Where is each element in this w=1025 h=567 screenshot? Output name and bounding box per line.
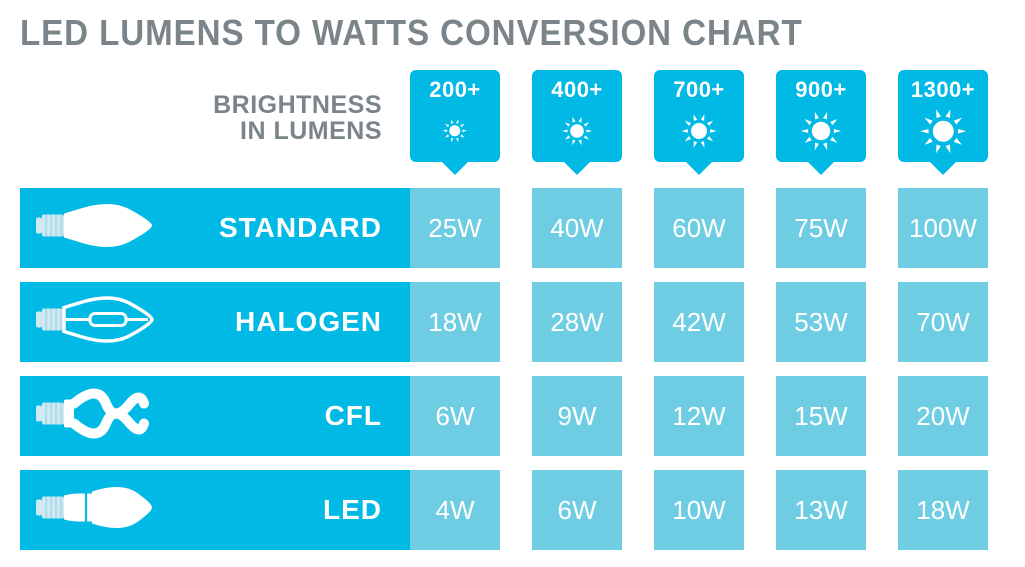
conversion-chart: BRIGHTNESS IN LUMENS 200+ 400+ 700+ 900+ bbox=[20, 70, 1005, 550]
table-row: HALOGEN 18W 28W 42W 53W 70W bbox=[20, 282, 1005, 362]
value-cell: 60W bbox=[654, 188, 744, 268]
table-row: CFL 6W 9W 12W 15W 20W bbox=[20, 376, 1005, 456]
cfl-bulb-icon bbox=[34, 380, 162, 453]
header-row: BRIGHTNESS IN LUMENS 200+ 400+ 700+ 900+ bbox=[20, 70, 1005, 162]
row-label-text: HALOGEN bbox=[235, 306, 382, 338]
value-cell: 13W bbox=[776, 470, 866, 550]
brightness-label: BRIGHTNESS IN LUMENS bbox=[20, 70, 410, 145]
lumen-pointer bbox=[685, 161, 713, 175]
value-cell: 6W bbox=[532, 470, 622, 550]
value-cells: 18W 28W 42W 53W 70W bbox=[410, 282, 988, 362]
lumen-value: 1300+ bbox=[911, 77, 975, 103]
value-cell: 100W bbox=[898, 188, 988, 268]
value-cell: 28W bbox=[532, 282, 622, 362]
lumen-header: 200+ bbox=[410, 70, 500, 162]
lumen-header-box: 700+ bbox=[654, 70, 744, 162]
value-cell: 9W bbox=[532, 376, 622, 456]
row-label-text: CFL bbox=[325, 400, 382, 432]
value-cell: 6W bbox=[410, 376, 500, 456]
value-cells: 4W 6W 10W 13W 18W bbox=[410, 470, 988, 550]
lumen-value: 400+ bbox=[551, 77, 603, 103]
sun-icon bbox=[560, 105, 594, 157]
sun-icon bbox=[679, 105, 719, 157]
lumen-pointer bbox=[929, 161, 957, 175]
value-cell: 40W bbox=[532, 188, 622, 268]
row-label: CFL bbox=[20, 376, 410, 456]
table-row: LED 4W 6W 10W 13W 18W bbox=[20, 470, 1005, 550]
lumen-header-box: 200+ bbox=[410, 70, 500, 162]
value-cells: 25W 40W 60W 75W 100W bbox=[410, 188, 988, 268]
value-cell: 53W bbox=[776, 282, 866, 362]
lumen-value: 900+ bbox=[795, 77, 847, 103]
data-rows: STANDARD 25W 40W 60W 75W 100W HALOGEN 18W 28W 42… bbox=[20, 188, 1005, 550]
lumen-header: 900+ bbox=[776, 70, 866, 162]
value-cell: 10W bbox=[654, 470, 744, 550]
value-cell: 25W bbox=[410, 188, 500, 268]
lumen-pointer bbox=[807, 161, 835, 175]
lumen-header: 700+ bbox=[654, 70, 744, 162]
value-cell: 4W bbox=[410, 470, 500, 550]
sun-icon bbox=[441, 105, 469, 157]
lumen-header-box: 1300+ bbox=[898, 70, 988, 162]
lumen-header: 400+ bbox=[532, 70, 622, 162]
lumen-pointer bbox=[563, 161, 591, 175]
lumen-header-box: 400+ bbox=[532, 70, 622, 162]
lumen-pointer bbox=[441, 161, 469, 175]
table-row: STANDARD 25W 40W 60W 75W 100W bbox=[20, 188, 1005, 268]
sun-icon bbox=[917, 105, 970, 157]
brightness-line2: IN LUMENS bbox=[20, 118, 382, 144]
value-cell: 12W bbox=[654, 376, 744, 456]
lumen-headers: 200+ 400+ 700+ 900+ 1300+ bbox=[410, 70, 988, 162]
page-title: LED LUMENS TO WATTS CONVERSION CHART bbox=[20, 12, 926, 54]
led-bulb-icon bbox=[34, 474, 162, 547]
row-label: LED bbox=[20, 470, 410, 550]
value-cell: 18W bbox=[898, 470, 988, 550]
row-label: HALOGEN bbox=[20, 282, 410, 362]
value-cell: 70W bbox=[898, 282, 988, 362]
lumen-value: 700+ bbox=[673, 77, 725, 103]
brightness-line1: BRIGHTNESS bbox=[20, 92, 382, 118]
row-label-text: LED bbox=[323, 494, 382, 526]
halogen-bulb-icon bbox=[34, 286, 162, 359]
lumen-header: 1300+ bbox=[898, 70, 988, 162]
value-cell: 42W bbox=[654, 282, 744, 362]
row-label: STANDARD bbox=[20, 188, 410, 268]
row-label-text: STANDARD bbox=[219, 212, 382, 244]
sun-icon bbox=[798, 105, 844, 157]
value-cell: 18W bbox=[410, 282, 500, 362]
value-cell: 20W bbox=[898, 376, 988, 456]
standard-bulb-icon bbox=[34, 192, 162, 265]
value-cell: 15W bbox=[776, 376, 866, 456]
value-cell: 75W bbox=[776, 188, 866, 268]
value-cells: 6W 9W 12W 15W 20W bbox=[410, 376, 988, 456]
lumen-value: 200+ bbox=[429, 77, 481, 103]
lumen-header-box: 900+ bbox=[776, 70, 866, 162]
